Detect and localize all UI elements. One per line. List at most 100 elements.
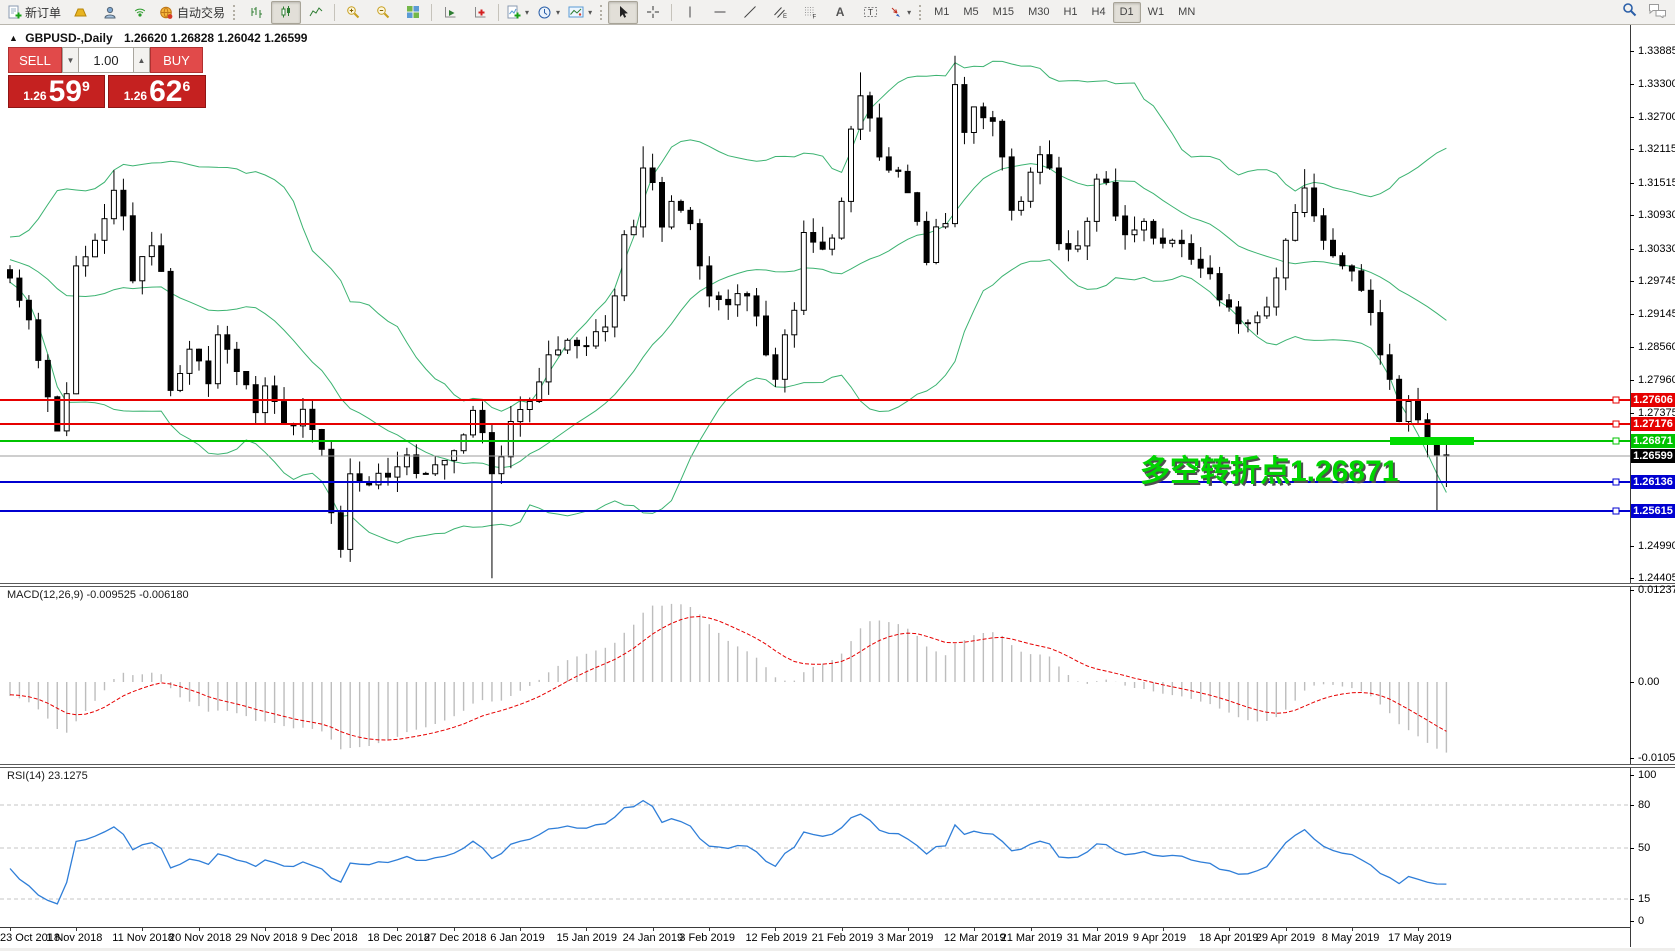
timeframe-button-M15[interactable]: M15 (992, 6, 1015, 18)
clock-icon (538, 6, 551, 18)
text-tool-button[interactable]: A (825, 1, 855, 24)
signals-icon (134, 8, 145, 17)
crosshair-icon (647, 6, 660, 18)
chevron-down-icon: ▾ (588, 7, 593, 17)
horizontal-line-tool-button[interactable] (705, 1, 735, 24)
line-handle[interactable] (1612, 507, 1620, 515)
metaquotes-icon (73, 8, 87, 16)
chevron-down-icon: ▾ (525, 7, 530, 17)
rsi-line (9, 799, 1447, 905)
line-handle[interactable] (1612, 478, 1620, 486)
timeframe-button-W1[interactable]: W1 (1147, 6, 1165, 18)
label-tool-button[interactable]: T (855, 1, 885, 24)
signals-button[interactable] (125, 1, 155, 24)
profile-button[interactable] (95, 1, 125, 24)
volume-input[interactable] (79, 47, 133, 73)
rsi-label: RSI(14) 23.1275 (7, 770, 88, 782)
toolbar-grip[interactable] (600, 4, 604, 20)
bollinger-middle-band (9, 163, 1447, 469)
toolbar-grip[interactable] (233, 4, 237, 20)
timeframe-button-H1[interactable]: H1 (1063, 6, 1078, 18)
toolbar-separator (431, 3, 433, 21)
cursor-tool-button[interactable] (608, 0, 639, 24)
zoom-in-button[interactable] (338, 1, 368, 24)
buy-button[interactable]: BUY (150, 47, 203, 73)
auto-trading-button[interactable]: 自动交易 (155, 1, 229, 24)
candlestick-chart-button[interactable] (271, 0, 302, 24)
new-chart-icon (507, 5, 521, 18)
buy-price-sup: 6 (182, 78, 191, 94)
horizontal-line-icon (714, 11, 726, 13)
sell-button[interactable]: SELL (8, 47, 62, 73)
new-chart-button[interactable]: ▾ (502, 1, 533, 24)
line-chart-icon (309, 7, 323, 17)
bollinger-upper-band (9, 60, 1447, 412)
volume-increase-button[interactable]: ▲ (133, 47, 150, 73)
tile-windows-icon (407, 6, 420, 18)
auto-trading-label: 自动交易 (177, 5, 226, 20)
arrow-objects-icon (891, 7, 901, 17)
metaquotes-button[interactable] (65, 1, 95, 24)
vertical-line-tool-button[interactable] (675, 1, 705, 24)
price-axis-line (1630, 25, 1631, 947)
tile-windows-button[interactable] (398, 1, 428, 24)
fibonacci-icon: F (804, 7, 816, 19)
chart-shift-icon (474, 6, 486, 17)
toolbar-separator (671, 3, 673, 21)
sell-price-box[interactable]: 1.26 59 9 (8, 75, 105, 108)
crosshair-tool-button[interactable] (638, 1, 668, 24)
bar-chart-button[interactable] (241, 1, 271, 24)
chat-icon[interactable] (1648, 3, 1667, 18)
main-toolbar: 新订单 自动交易 (0, 0, 1675, 25)
equidistant-channel-icon: E (773, 7, 787, 19)
pivot-annotation[interactable]: 多空转折点1.26871 (1140, 455, 1399, 488)
line-handle[interactable] (1612, 396, 1620, 404)
toolbar-separator (498, 3, 500, 21)
trendline-tool-button[interactable] (735, 1, 765, 24)
line-chart-button[interactable] (301, 1, 331, 24)
one-click-trading-panel: SELL ▼ ▲ BUY 1.26 59 9 1.26 62 6 (8, 47, 207, 108)
zoom-out-icon (376, 5, 389, 18)
macd-panel-divider[interactable] (0, 583, 1675, 587)
buy-price-box[interactable]: 1.26 62 6 (108, 75, 206, 108)
search-icon[interactable] (1622, 2, 1638, 18)
bottom-strip (0, 948, 1675, 951)
text-tool-icon: A (835, 5, 845, 19)
channel-letter: E (783, 14, 787, 19)
toolbar-grip[interactable] (919, 4, 923, 20)
timeframe-button-M5[interactable]: M5 (963, 6, 979, 18)
timeframe-button-M1[interactable]: M1 (934, 6, 950, 18)
new-order-button[interactable]: 新订单 (3, 1, 65, 24)
arrows-tool-button[interactable]: ▾ (885, 1, 915, 24)
sell-price-prefix: 1.26 (23, 89, 47, 103)
period-button[interactable]: ▾ (533, 1, 564, 24)
candlestick-icon (281, 6, 291, 18)
line-handle[interactable] (1612, 437, 1620, 445)
auto-scroll-button[interactable] (435, 1, 465, 24)
cursor-icon (620, 6, 628, 18)
buy-price-big: 62 (149, 75, 183, 108)
chart-shift-button[interactable] (465, 1, 495, 24)
timeframe-toolbar: M1 M5 M15 M30 H1 H4 D1 W1 MN (927, 1, 1202, 23)
trendline-icon (744, 6, 756, 18)
timeframe-button-M30[interactable]: M30 (1028, 6, 1050, 18)
channel-tool-button[interactable]: E (765, 1, 795, 24)
rsi-panel-divider[interactable] (0, 764, 1675, 768)
volume-decrease-button[interactable]: ▼ (62, 47, 79, 73)
template-image-icon (568, 6, 584, 18)
zoom-out-button[interactable] (368, 1, 398, 24)
symbol-triangle-icon: ▲ (9, 33, 18, 43)
timeframe-button-MN[interactable]: MN (1178, 6, 1196, 18)
macd-signal-line (9, 615, 1447, 741)
sell-price-sup: 9 (81, 78, 90, 94)
timeframe-button-D1[interactable]: D1 (1112, 1, 1141, 23)
line-handle[interactable] (1612, 420, 1620, 428)
auto-scroll-icon (444, 6, 456, 17)
chevron-down-icon: ▾ (907, 7, 912, 17)
pivot-highlight-bar[interactable] (1390, 437, 1474, 445)
template-button[interactable]: ▾ (564, 1, 596, 24)
fibonacci-tool-button[interactable]: F (795, 1, 825, 24)
new-order-label: 新订单 (25, 5, 62, 20)
timeframe-button-H4[interactable]: H4 (1091, 6, 1106, 18)
